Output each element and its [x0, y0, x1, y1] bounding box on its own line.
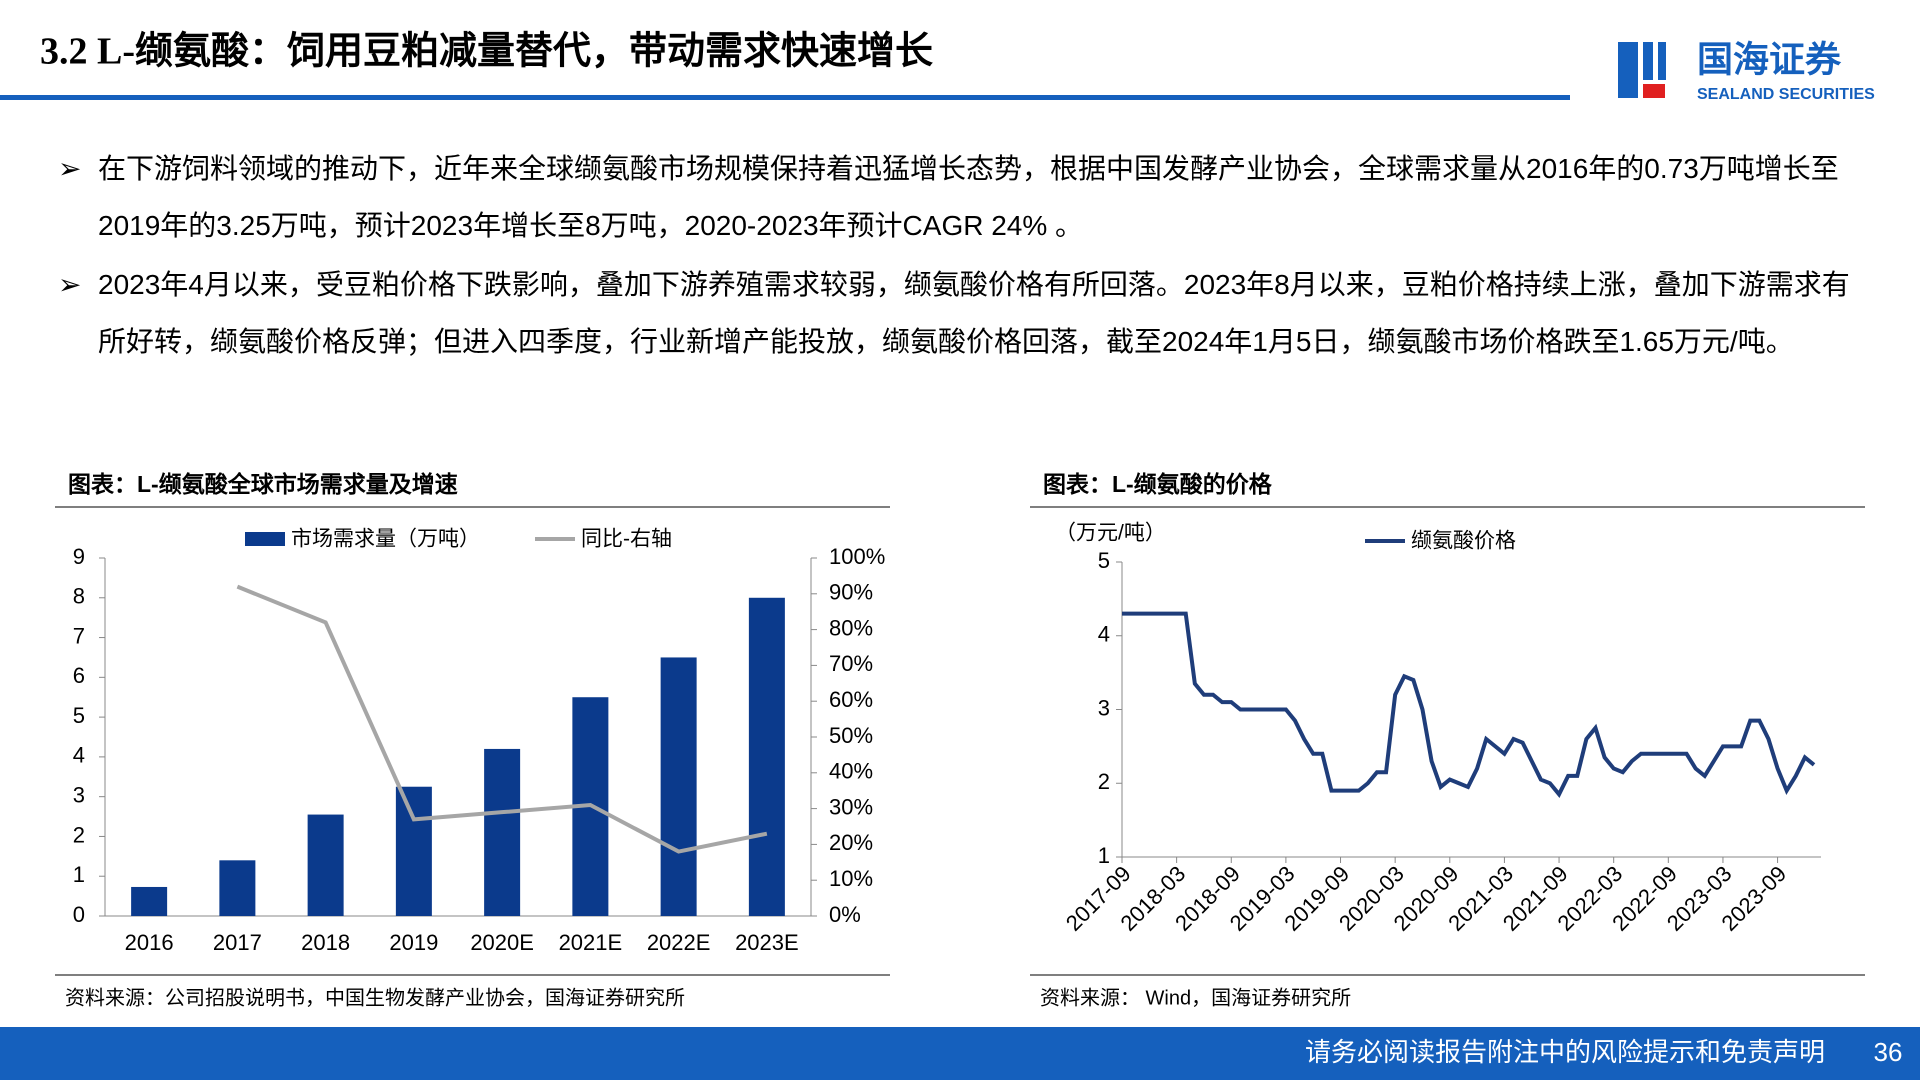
- logo-icon: [1618, 42, 1666, 98]
- bullet-text: 在下游饲料领域的推动下，近年来全球缬氨酸市场规模保持着迅猛增长态势，根据中国发酵…: [98, 153, 1839, 241]
- y-axis-label: （万元/吨）: [1055, 522, 1166, 545]
- x-tick-label: 2021E: [559, 930, 623, 955]
- legend-label: 同比-右轴: [581, 528, 672, 551]
- title-rule: [0, 95, 1570, 100]
- y-tick-label: 2: [73, 822, 85, 847]
- legend-swatch: [245, 532, 285, 546]
- y-tick-label: 1: [1098, 843, 1110, 868]
- bar: [484, 748, 521, 916]
- bullet: ➢ 在下游饲料领域的推动下，近年来全球缬氨酸市场规模保持着迅猛增长态势，根据中国发…: [58, 140, 1858, 254]
- bar: [307, 814, 344, 916]
- bar: [660, 657, 697, 916]
- y2-tick-label: 80%: [829, 615, 873, 640]
- y-tick-label: 4: [73, 743, 85, 768]
- legend-label: 缬氨酸价格: [1411, 530, 1516, 553]
- y-tick-label: 5: [1098, 548, 1110, 573]
- legend-label: 市场需求量（万吨）: [291, 528, 480, 551]
- chart-source: 资料来源：公司招股说明书，中国生物发酵产业协会，国海证券研究所: [65, 986, 685, 1009]
- bar: [395, 786, 432, 916]
- y-tick-label: 4: [1098, 622, 1110, 647]
- y2-tick-label: 10%: [829, 866, 873, 891]
- y2-tick-label: 70%: [829, 651, 873, 676]
- y-tick-label: 8: [73, 584, 85, 609]
- y-tick-label: 3: [1098, 695, 1110, 720]
- y-tick-label: 0: [73, 902, 85, 927]
- y-tick-label: 3: [73, 782, 85, 807]
- chart-title: 图表：L-缬氨酸的价格: [1043, 471, 1273, 497]
- y2-tick-label: 40%: [829, 759, 873, 784]
- x-tick-label: 2023E: [735, 930, 799, 955]
- y2-tick-label: 30%: [829, 794, 873, 819]
- y-tick-label: 9: [73, 544, 85, 569]
- page-number: 36: [1874, 1037, 1903, 1067]
- bullet: ➢ 2023年4月以来，受豆粕价格下跌影响，叠加下游养殖需求较弱，缬氨酸价格有所回…: [58, 256, 1858, 370]
- title: 3.2 L-缬氨酸：饲用豆粕减量替代，带动需求快速增长: [40, 31, 933, 73]
- chart-source: 资料来源： Wind，国海证券研究所: [1040, 986, 1351, 1009]
- logo-sub: SEALAND SECURITIES: [1697, 86, 1875, 103]
- x-tick-label: 2022E: [647, 930, 711, 955]
- bar: [131, 886, 168, 916]
- x-tick-label: 2017: [213, 930, 262, 955]
- footer-bar: [0, 1027, 1920, 1080]
- y2-tick-label: 90%: [829, 580, 873, 605]
- y-tick-label: 1: [73, 862, 85, 887]
- y2-tick-label: 60%: [829, 687, 873, 712]
- y2-tick-label: 0%: [829, 902, 861, 927]
- bar: [219, 860, 256, 916]
- line: [236, 584, 768, 854]
- y2-tick-label: 50%: [829, 723, 873, 748]
- x-tick-label: 2018: [301, 930, 350, 955]
- x-tick-label: 2019: [389, 930, 438, 955]
- y-tick-label: 7: [73, 623, 85, 648]
- y2-tick-label: 20%: [829, 830, 873, 855]
- logo-name: 国海证券: [1697, 39, 1842, 80]
- y-tick-label: 2: [1098, 769, 1110, 794]
- y-tick-label: 6: [73, 663, 85, 688]
- y-tick-label: 5: [73, 703, 85, 728]
- chart-title: 图表：L-缬氨酸全球市场需求量及增速: [68, 471, 458, 497]
- y2-tick-label: 100%: [829, 544, 885, 569]
- bar: [748, 597, 785, 916]
- disclaimer: 请务必阅读报告附注中的风险提示和免责声明: [1305, 1037, 1825, 1067]
- x-tick-label: 2020E: [470, 930, 534, 955]
- line: [1122, 611, 1816, 798]
- bullet-text: 2023年4月以来，受豆粕价格下跌影响，叠加下游养殖需求较弱，缬氨酸价格有所回落…: [98, 269, 1850, 357]
- x-tick-label: 2016: [125, 930, 174, 955]
